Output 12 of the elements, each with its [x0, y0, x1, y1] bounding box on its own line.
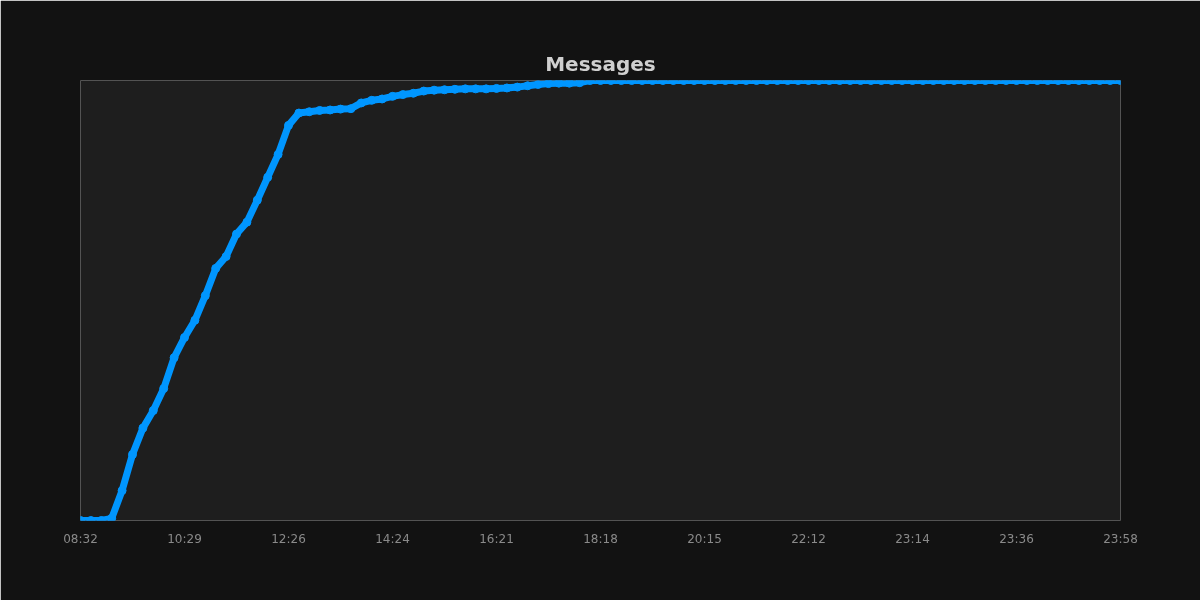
x-tick-label: 10:29 — [167, 531, 202, 546]
x-tick-label: 14:24 — [375, 531, 410, 546]
x-tick-label: 23:14 — [895, 531, 930, 546]
x-tick-label: 16:21 — [479, 531, 514, 546]
x-tick-label: 23:58 — [1103, 531, 1138, 546]
x-tick-label: 22:12 — [791, 531, 826, 546]
x-tick-label: 08:32 — [63, 531, 98, 546]
chart-title: Messages — [545, 51, 656, 76]
x-tick-label: 18:18 — [583, 531, 618, 546]
x-tick-label: 12:26 — [271, 531, 306, 546]
x-tick-label: 23:36 — [999, 531, 1034, 546]
x-tick-label: 20:15 — [687, 531, 722, 546]
